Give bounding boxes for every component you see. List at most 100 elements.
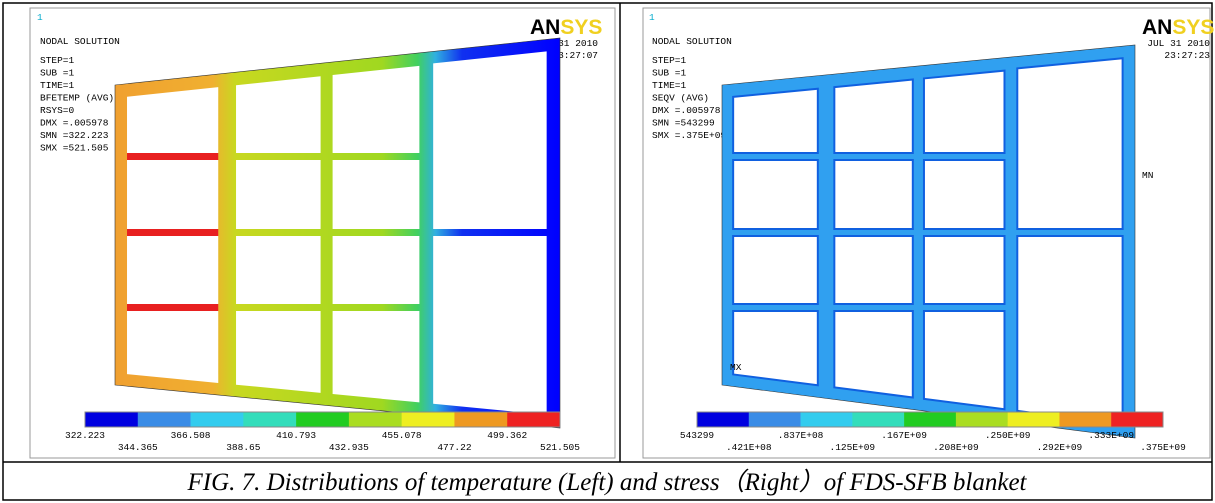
cell [236,76,321,153]
cell [433,51,546,229]
legend-swatch [454,412,507,427]
cell [733,160,818,229]
info-line: BFETEMP (AVG) [40,93,114,104]
marker: MX [730,362,742,373]
cell [924,236,1005,304]
legend-label: 366.508 [171,430,211,441]
plot-number: 1 [649,12,655,23]
legend-swatch [402,412,455,427]
logo-part: SYS [1172,16,1214,39]
legend-swatch [138,412,191,427]
logo: ANSYS [530,16,602,39]
info-line: TIME=1 [652,80,687,91]
cell [333,160,420,229]
legend-label: 410.793 [276,430,316,441]
cell [333,236,420,304]
legend-swatch [296,412,349,427]
cell [333,66,420,153]
cell [834,160,912,229]
hot-bar [127,229,218,236]
legend-label: .208E+09 [933,442,979,453]
cell [834,311,912,397]
legend-label: 388.65 [226,442,261,453]
cell [127,87,218,153]
cell [834,80,912,153]
legend-swatch [507,412,560,427]
legend-label: 455.078 [382,430,422,441]
cell [733,89,818,153]
info-line: SMN =322.223 [40,130,109,141]
legend-swatch [1059,412,1111,427]
cell [127,311,218,383]
cell [924,160,1005,229]
legend-label: 432.935 [329,442,369,453]
info-line: SEQV (AVG) [652,93,709,104]
legend-label: .333E+09 [1088,430,1134,441]
cell [1017,58,1122,229]
legend-label: 322.223 [65,430,105,441]
legend-label: .375E+09 [1140,442,1186,453]
legend-swatch [956,412,1008,427]
cell [733,236,818,304]
legend-swatch [697,412,749,427]
logo-part: AN [530,16,560,39]
info-line: SUB =1 [40,68,75,79]
legend-swatch [1111,412,1163,427]
info-line: STEP=1 [652,55,687,66]
legend-swatch [243,412,296,427]
plot-title: NODAL SOLUTION [40,36,120,47]
cell [1017,236,1122,424]
cell [924,311,1005,409]
legend-swatch [852,412,904,427]
legend-swatch [904,412,956,427]
caption: FIG. 7. Distributions of temperature (Le… [186,468,1027,496]
logo-part: SYS [560,16,602,39]
info-line: SMX =521.505 [40,143,109,154]
date: JUL 31 2010 [1147,38,1210,49]
hot-bar [127,153,218,160]
cell [236,160,321,229]
legend-swatch [801,412,853,427]
legend-label: .125E+09 [830,442,876,453]
legend-label: 543299 [680,430,715,441]
logo-part: AN [1142,16,1172,39]
figure: FIG. 7. Distributions of temperature (Le… [0,0,1215,503]
time: 23:27:23 [1164,50,1210,61]
cell [834,236,912,304]
legend-swatch [85,412,138,427]
cell [236,311,321,393]
legend-label: .292E+09 [1037,442,1083,453]
legend-label: .167E+09 [881,430,927,441]
cell [333,311,420,402]
cell [236,236,321,304]
legend-label: .421E+08 [726,442,772,453]
plot-title: NODAL SOLUTION [652,36,732,47]
info-line: SUB =1 [652,68,687,79]
info-line: SMN =543299 [652,118,715,129]
marker: MN [1142,170,1153,181]
legend-label: 477.22 [437,442,472,453]
cell [127,236,218,304]
legend-label: .250E+09 [985,430,1031,441]
plot-number: 1 [37,12,43,23]
legend-swatch [1008,412,1060,427]
info-line: TIME=1 [40,80,75,91]
info-line: STEP=1 [40,55,75,66]
info-line: DMX =.005978 [40,118,109,129]
legend-label: 521.505 [540,442,580,453]
logo: ANSYS [1142,16,1214,39]
legend-label: 499.362 [487,430,527,441]
cell [127,160,218,229]
hot-bar [127,304,218,311]
cell [433,236,546,415]
legend-label: .837E+08 [778,430,824,441]
legend-swatch [191,412,244,427]
legend-swatch [749,412,801,427]
legend-swatch [349,412,402,427]
cell [924,71,1005,153]
info-line: DMX =.005978 [652,105,721,116]
info-line: SMX =.375E+09 [652,130,726,141]
legend-label: 344.365 [118,442,158,453]
